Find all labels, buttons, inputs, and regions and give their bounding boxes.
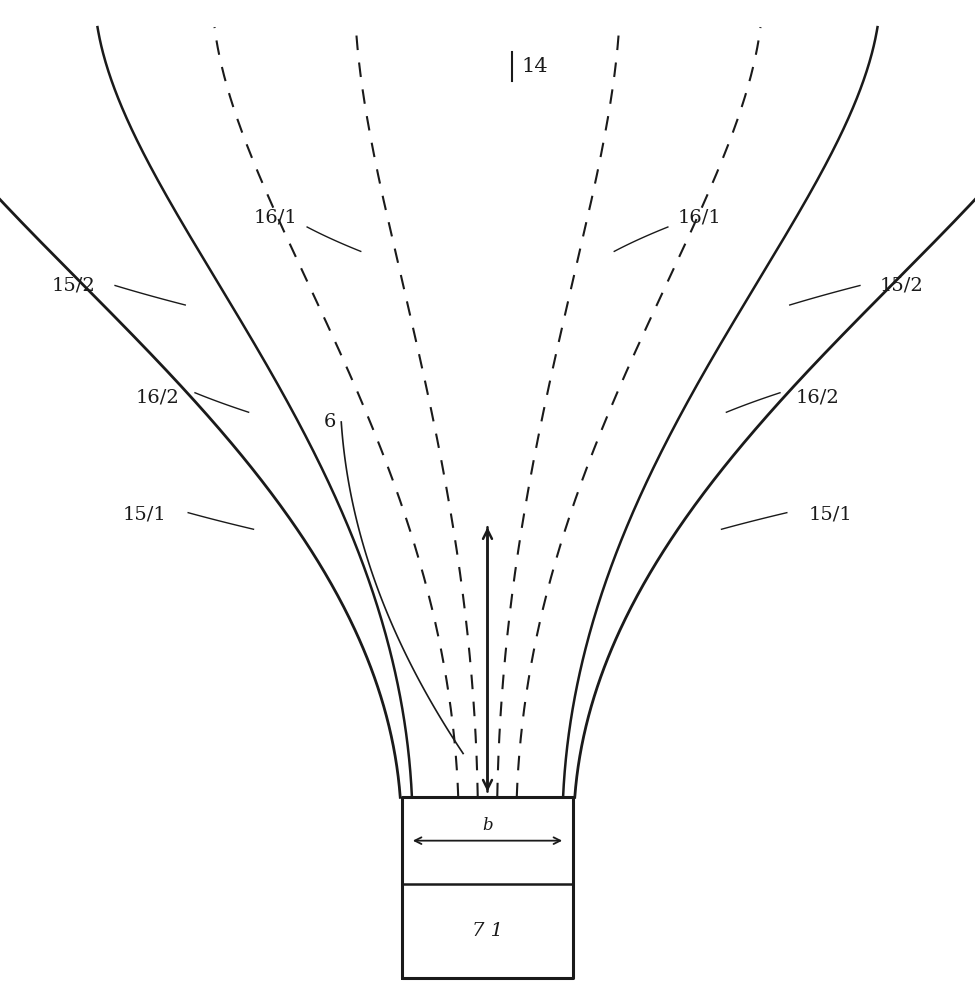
Text: 15/1: 15/1 — [123, 506, 166, 524]
Text: b: b — [483, 817, 492, 834]
Text: 16/2: 16/2 — [136, 389, 179, 407]
Text: 16/1: 16/1 — [678, 208, 721, 226]
Text: 15/2: 15/2 — [52, 276, 95, 294]
Text: 6: 6 — [324, 413, 336, 431]
Text: 15/1: 15/1 — [809, 506, 852, 524]
Text: 16/1: 16/1 — [254, 208, 297, 226]
Text: 16/2: 16/2 — [796, 389, 838, 407]
Text: 15/2: 15/2 — [880, 276, 923, 294]
Text: 14: 14 — [522, 57, 548, 76]
Text: 7 1: 7 1 — [472, 922, 503, 940]
